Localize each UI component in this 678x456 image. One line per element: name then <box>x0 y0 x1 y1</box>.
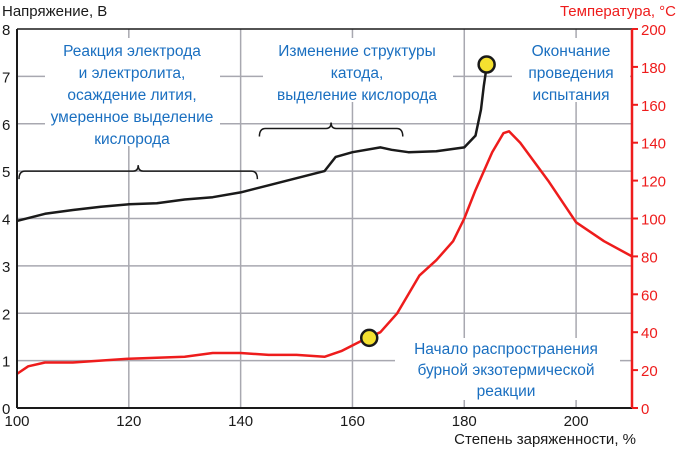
y-tick-label: 8 <box>2 22 10 39</box>
y-right-tick-label: 20 <box>641 363 658 380</box>
annotation-line: кислорода <box>94 131 170 148</box>
y-right-tick-label: 60 <box>641 287 658 304</box>
y-right-tick-label: 0 <box>641 401 649 418</box>
x-tick-label: 100 <box>4 413 29 430</box>
y-tick-label: 5 <box>2 164 10 181</box>
annotation-background <box>263 38 453 102</box>
y-tick-label: 1 <box>2 354 10 371</box>
y-tick-label: 0 <box>2 401 10 418</box>
annotation-line: Начало распространения <box>414 341 598 358</box>
series <box>16 55 633 375</box>
voltage-line <box>16 66 488 223</box>
annotation-background <box>45 38 220 146</box>
annotation-line: испытания <box>532 87 609 104</box>
y-right-axis-label: Температура, °C <box>560 3 676 20</box>
y-right-tick-label: 140 <box>641 136 666 153</box>
annotation-line: выделение кислорода <box>277 87 437 104</box>
annotation-backgrounds <box>45 38 630 400</box>
brace <box>258 122 404 137</box>
y-tick-label: 6 <box>2 117 10 134</box>
axes <box>16 28 638 409</box>
annotation-line: Реакция электрода <box>63 43 201 60</box>
x-axis-label: Степень заряженности, % <box>454 431 636 448</box>
marker-start <box>359 328 379 348</box>
y-right-tick-label: 180 <box>641 60 666 77</box>
annotation-line: умеренное выделение <box>51 109 214 126</box>
annotation-line: Окончание <box>532 43 611 60</box>
annotation-line: реакции <box>477 383 536 400</box>
y-right-tick-label: 40 <box>641 325 658 342</box>
braces <box>18 122 404 180</box>
annotation-background <box>395 338 620 400</box>
x-tick-label: 120 <box>116 413 141 430</box>
x-tick-label: 200 <box>564 413 589 430</box>
y-right-tick-label: 160 <box>641 98 666 115</box>
annotation-line: Изменение структуры <box>278 43 435 60</box>
annotation-line: бурной экзотермической <box>417 362 594 379</box>
y-right-tick-label: 100 <box>641 212 666 229</box>
brace <box>18 165 259 180</box>
y-tick-label: 2 <box>2 306 10 323</box>
annotation-background <box>512 38 630 102</box>
x-tick-label: 140 <box>228 413 253 430</box>
annotation-line: проведения <box>528 65 613 82</box>
y-tick-label: 7 <box>2 69 10 86</box>
y-right-tick-label: 200 <box>641 22 666 39</box>
temperature-line <box>16 130 633 375</box>
x-tick-label: 160 <box>340 413 365 430</box>
annotation-line: осаждение лития, <box>67 87 196 104</box>
tick-labels: 100 120 140 160 180 2000123456780204060801001… <box>2 22 666 430</box>
y-right-tick-label: 120 <box>641 174 666 191</box>
marker-end <box>477 55 496 74</box>
y-axis-label: Напряжение, В <box>2 3 107 20</box>
y-tick-label: 4 <box>2 212 10 229</box>
x-tick-label: 180 <box>452 413 477 430</box>
y-tick-label: 3 <box>2 259 10 276</box>
annotations: Реакция электрода и электролита, осаждение… <box>51 43 614 400</box>
y-right-tick-label: 80 <box>641 249 658 266</box>
annotation-line: катода, <box>331 65 384 82</box>
annotation-line: и электролита, <box>79 65 186 82</box>
